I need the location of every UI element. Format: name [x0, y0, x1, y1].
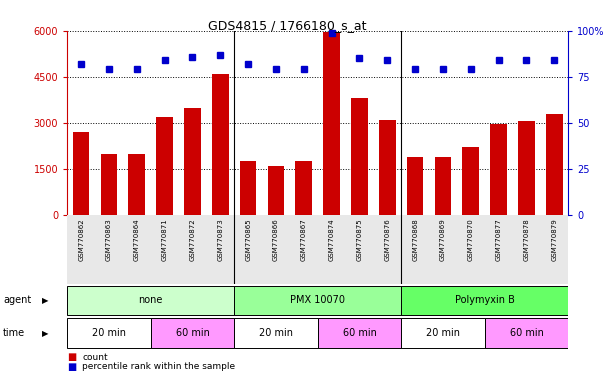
Text: 60 min: 60 min [175, 328, 210, 338]
Bar [234, 286, 401, 315]
Bar [67, 318, 151, 348]
Bar [156, 117, 173, 215]
Text: 20 min: 20 min [92, 328, 126, 338]
Bar [379, 120, 396, 215]
Text: GSM770875: GSM770875 [356, 218, 362, 261]
Bar [407, 157, 423, 215]
Text: 20 min: 20 min [426, 328, 460, 338]
Bar [351, 98, 368, 215]
Bar [101, 154, 117, 215]
Text: GSM770868: GSM770868 [412, 218, 418, 261]
Bar [490, 124, 507, 215]
Text: GSM770879: GSM770879 [551, 218, 557, 261]
Bar [67, 286, 234, 315]
Text: GSM770876: GSM770876 [384, 218, 390, 261]
Text: GSM770865: GSM770865 [245, 218, 251, 261]
Bar [184, 108, 201, 215]
Text: GSM770864: GSM770864 [134, 218, 140, 261]
Text: GSM770872: GSM770872 [189, 218, 196, 261]
Text: count: count [82, 353, 108, 362]
Bar [151, 318, 234, 348]
Bar [546, 114, 563, 215]
Text: 60 min: 60 min [343, 328, 376, 338]
Bar [318, 318, 401, 348]
Bar [434, 157, 452, 215]
Bar [128, 154, 145, 215]
Text: none: none [139, 295, 163, 306]
Bar [67, 215, 568, 284]
Text: GSM770878: GSM770878 [524, 218, 530, 261]
Text: GSM770866: GSM770866 [273, 218, 279, 261]
Bar [463, 147, 479, 215]
Bar [240, 161, 257, 215]
Text: PMX 10070: PMX 10070 [290, 295, 345, 306]
Text: GSM770863: GSM770863 [106, 218, 112, 261]
Text: GSM770870: GSM770870 [468, 218, 474, 261]
Text: ▶: ▶ [42, 329, 48, 338]
Text: ■: ■ [67, 352, 76, 362]
Text: 60 min: 60 min [510, 328, 543, 338]
Bar [518, 121, 535, 215]
Bar [234, 318, 318, 348]
Bar [323, 32, 340, 215]
Bar [212, 74, 229, 215]
Text: time: time [3, 328, 25, 338]
Text: Polymyxin B: Polymyxin B [455, 295, 514, 306]
Text: GSM770867: GSM770867 [301, 218, 307, 261]
Text: GSM770869: GSM770869 [440, 218, 446, 261]
Bar [485, 318, 568, 348]
Text: GSM770873: GSM770873 [218, 218, 223, 261]
Text: ■: ■ [67, 362, 76, 372]
Bar [401, 318, 485, 348]
Text: 20 min: 20 min [259, 328, 293, 338]
Text: percentile rank within the sample: percentile rank within the sample [82, 362, 236, 371]
Text: GSM770877: GSM770877 [496, 218, 502, 261]
Bar [401, 286, 568, 315]
Text: GSM770871: GSM770871 [162, 218, 167, 261]
Text: ▶: ▶ [42, 296, 48, 305]
Text: GSM770874: GSM770874 [329, 218, 335, 261]
Bar [73, 132, 89, 215]
Text: GSM770862: GSM770862 [78, 218, 84, 261]
Bar [296, 161, 312, 215]
Bar [268, 166, 284, 215]
Text: agent: agent [3, 295, 31, 306]
Text: GDS4815 / 1766180_s_at: GDS4815 / 1766180_s_at [208, 19, 367, 32]
